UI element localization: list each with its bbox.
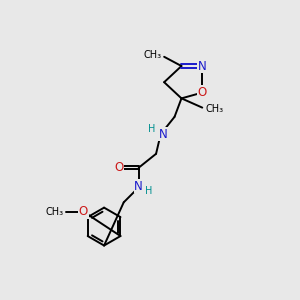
Text: H: H: [148, 124, 156, 134]
Text: N: N: [159, 128, 167, 141]
Text: O: O: [198, 86, 207, 99]
Text: N: N: [134, 180, 143, 193]
Text: CH₃: CH₃: [46, 207, 64, 217]
Text: O: O: [79, 205, 88, 218]
Text: CH₃: CH₃: [205, 104, 223, 114]
Text: CH₃: CH₃: [143, 50, 161, 60]
Text: N: N: [198, 59, 207, 73]
Text: H: H: [145, 187, 153, 196]
Text: O: O: [115, 161, 124, 174]
